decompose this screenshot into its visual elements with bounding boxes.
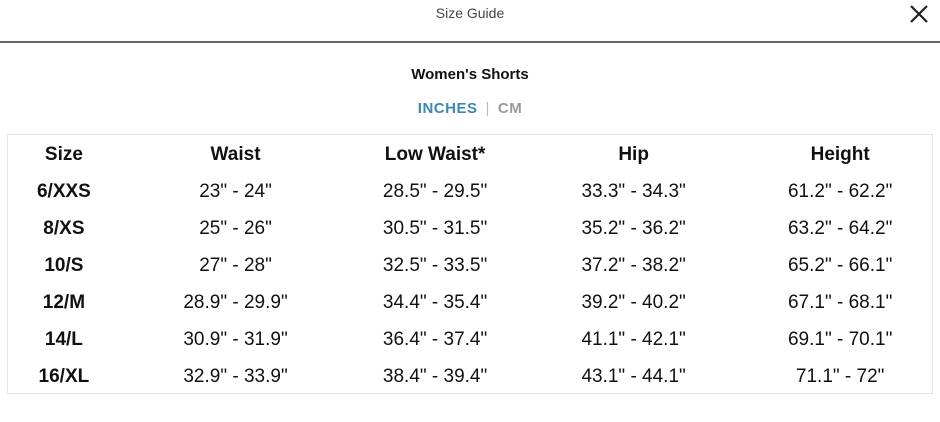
unit-toggle: INCHES | CM [0, 100, 940, 117]
table-header-row: Size Waist Low Waist* Hip Height [8, 136, 932, 173]
measurement-cell: 32.5" - 33.5" [382, 254, 488, 276]
measurement-cell: 37.2" - 38.2" [581, 254, 686, 276]
close-button[interactable] [906, 1, 932, 27]
measurement-cell: 41.1" - 42.1" [581, 328, 686, 350]
close-icon [910, 5, 928, 23]
column-header: Height [810, 143, 870, 165]
measurement-cell: 36.4" - 37.4" [382, 328, 488, 350]
size-label: 16/XL [38, 365, 90, 387]
table-row: 10/S 27" - 28" 32.5" - 33.5" 37.2" - 38.2" 6… [8, 247, 932, 284]
measurement-cell: 63.2" - 64.2" [787, 217, 893, 239]
unit-inches-tab[interactable]: INCHES [417, 100, 478, 117]
size-label: 6/XXS [36, 180, 91, 202]
measurement-cell: 34.4" - 35.4" [382, 291, 488, 313]
measurement-cell: 61.2" - 62.2" [787, 180, 893, 202]
measurement-cell: 23" - 24" [199, 180, 272, 202]
header-divider [0, 41, 940, 43]
measurement-cell: 65.2" - 66.1" [787, 254, 893, 276]
measurement-cell: 38.4" - 39.4" [382, 365, 488, 387]
measurement-cell: 35.2" - 36.2" [581, 217, 686, 239]
table-row: 14/L 30.9" - 31.9" 36.4" - 37.4" 41.1" - 42… [8, 321, 932, 358]
measurement-cell: 30.9" - 31.9" [183, 328, 288, 350]
measurement-cell: 30.5" - 31.5" [382, 217, 488, 239]
table-row: 8/XS 25" - 26" 30.5" - 31.5" 35.2" - 36.2" 6… [8, 210, 932, 247]
modal-title: Size Guide [435, 5, 505, 21]
column-header: Waist [210, 143, 261, 165]
measurement-cell: 33.3" - 34.3" [581, 180, 686, 202]
measurement-cell: 32.9" - 33.9" [183, 365, 288, 387]
unit-separator: | [485, 100, 490, 117]
table-row: 6/XXS 23" - 24" 28.5" - 29.5" 33.3" - 34.3"… [8, 173, 932, 210]
unit-cm-tab[interactable]: CM [497, 100, 523, 117]
measurement-cell: 28.9" - 29.9" [183, 291, 288, 313]
column-header: Size [44, 143, 83, 165]
measurement-cell: 28.5" - 29.5" [382, 180, 488, 202]
column-header: Low Waist* [384, 143, 486, 165]
measurement-cell: 43.1" - 44.1" [581, 365, 686, 387]
measurement-cell: 71.1" - 72" [795, 365, 885, 387]
size-label: 10/S [44, 254, 84, 276]
table-row: 16/XL 32.9" - 33.9" 38.4" - 39.4" 43.1" - 4… [8, 358, 932, 395]
measurement-cell: 27" - 28" [199, 254, 272, 276]
measurement-cell: 25" - 26" [199, 217, 272, 239]
table-row: 12/M 28.9" - 29.9" 34.4" - 35.4" 39.2" - 40… [8, 284, 932, 321]
size-table: Size Waist Low Waist* Hip Height 6/XXS 23" - … [7, 134, 933, 394]
measurement-cell: 67.1" - 68.1" [787, 291, 893, 313]
column-header: Hip [618, 143, 649, 165]
measurement-cell: 69.1" - 70.1" [787, 328, 893, 350]
measurement-cell: 39.2" - 40.2" [581, 291, 686, 313]
size-label: 12/M [42, 291, 86, 313]
guide-title: Women's Shorts [411, 66, 529, 83]
size-label: 14/L [44, 328, 83, 350]
size-label: 8/XS [43, 217, 85, 239]
